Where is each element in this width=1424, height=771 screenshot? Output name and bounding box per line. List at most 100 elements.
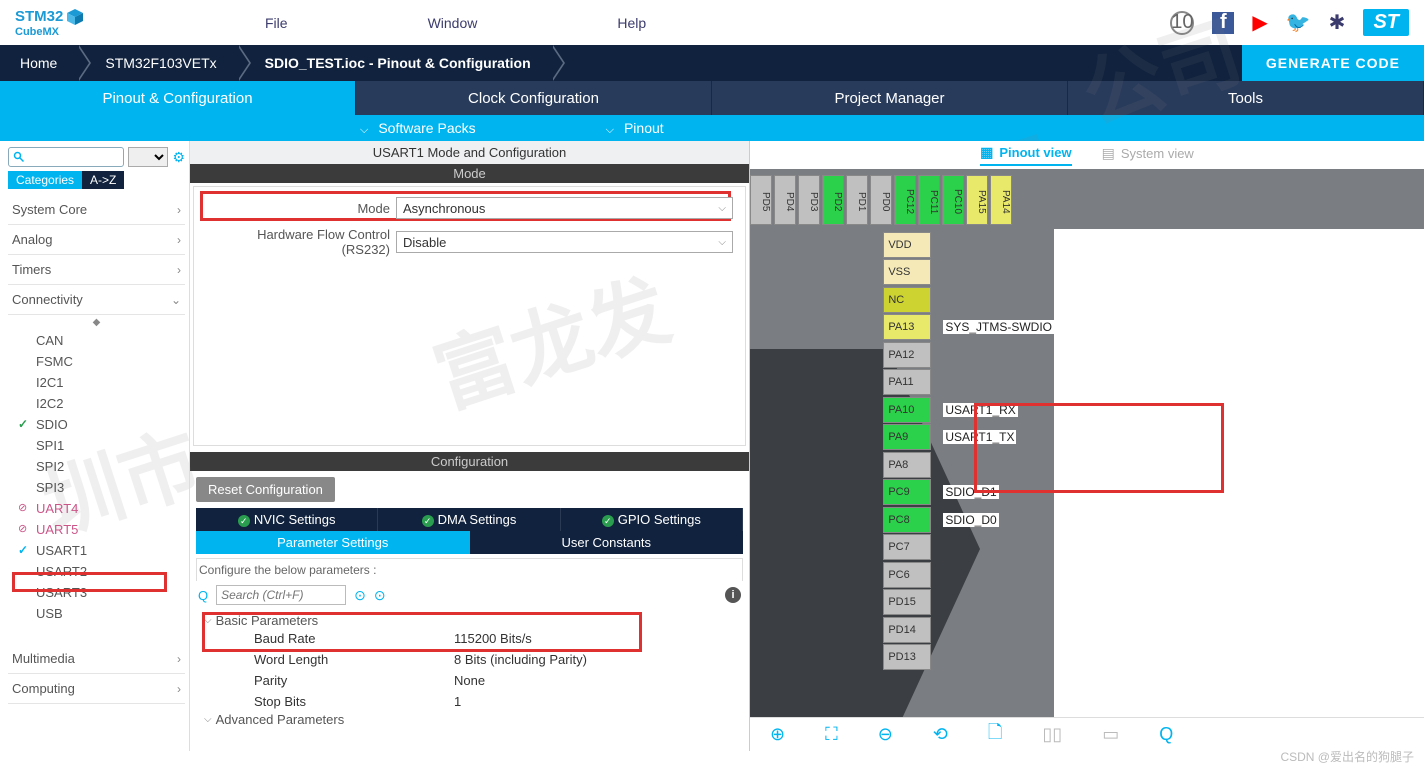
cat-system-core[interactable]: System Core› [8, 195, 185, 225]
pin-row-PC9[interactable]: PC9SDIO_D1 [883, 479, 1054, 507]
breadcrumb-home[interactable]: Home [0, 45, 77, 81]
pin-row-PA10[interactable]: PA10USART1_RX [883, 396, 1054, 424]
pin-PD1[interactable]: PD1 [846, 175, 868, 225]
search-icon[interactable]: Q [198, 588, 208, 603]
pin-PC10[interactable]: PC10 [942, 175, 964, 225]
tab-nvic[interactable]: NVIC Settings [196, 508, 378, 531]
system-view-button[interactable]: ▤System view [1102, 145, 1194, 165]
network-icon[interactable]: ✱ [1329, 10, 1346, 35]
breadcrumb-chip[interactable]: STM32F103VETx [77, 45, 236, 81]
zoom-in-icon[interactable]: ⊕ [770, 724, 785, 745]
export-icon[interactable]: 🗋 [988, 720, 1002, 750]
pin-PC12[interactable]: PC12 [894, 175, 916, 225]
tool-icon[interactable]: ▯▯ [1042, 724, 1062, 745]
breadcrumb-project[interactable]: SDIO_TEST.ioc - Pinout & Configuration [237, 45, 551, 81]
cat-timers[interactable]: Timers› [8, 255, 185, 285]
item-sdio[interactable]: SDIO [36, 414, 185, 435]
chip-area[interactable]: PD5PD4PD3PD2PD1PD0PC12PC11PC10PA15PA14 V… [750, 169, 1424, 751]
sort-icon[interactable]: ◆ [8, 315, 185, 330]
software-packs-menu[interactable]: Software Packs [360, 120, 476, 137]
fit-icon[interactable]: ⛶ [825, 724, 838, 745]
cat-analog[interactable]: Analog› [8, 225, 185, 255]
twitter-icon[interactable]: 🐦 [1286, 10, 1311, 35]
pin-PC11[interactable]: PC11 [918, 175, 940, 225]
zoom-out-icon[interactable]: ⊖ [878, 724, 893, 745]
pin-row-PA12[interactable]: PA12 [883, 341, 1054, 369]
rotate-icon[interactable]: ⟲ [933, 724, 948, 745]
item-can[interactable]: CAN [36, 330, 185, 351]
anniversary-icon[interactable]: 10 [1170, 11, 1194, 35]
cat-multimedia[interactable]: Multimedia› [8, 644, 185, 674]
item-uart4[interactable]: UART4 [36, 498, 185, 519]
group-basic[interactable]: Basic Parameters [204, 613, 735, 628]
pin-row-PD14[interactable]: PD14 [883, 616, 1054, 644]
facebook-icon[interactable]: f [1212, 12, 1234, 34]
reset-button[interactable]: Reset Configuration [196, 477, 335, 502]
group-advanced[interactable]: Advanced Parameters [204, 712, 735, 727]
mode-select[interactable]: Asynchronous [396, 197, 733, 219]
menu-help[interactable]: Help [617, 15, 646, 31]
pin-row-PA13[interactable]: PA13SYS_JTMS-SWDIO [883, 314, 1054, 342]
item-usart3[interactable]: USART3 [36, 582, 185, 603]
item-i2c1[interactable]: I2C1 [36, 372, 185, 393]
pin-row-PA11[interactable]: PA11 [883, 369, 1054, 397]
tab-clock[interactable]: Clock Configuration [356, 81, 712, 115]
tab-user-constants[interactable]: User Constants [470, 531, 744, 554]
pin-row-PD15[interactable]: PD15 [883, 589, 1054, 617]
tool-icon[interactable]: ▭ [1102, 724, 1119, 745]
pin-row-PA8[interactable]: PA8 [883, 451, 1054, 479]
sidebar-filter-select[interactable] [128, 147, 168, 167]
pin-PD4[interactable]: PD4 [774, 175, 796, 225]
menu-file[interactable]: File [265, 15, 288, 31]
tab-pinout-config[interactable]: Pinout & Configuration [0, 81, 356, 115]
item-i2c2[interactable]: I2C2 [36, 393, 185, 414]
tab-parameter[interactable]: Parameter Settings [196, 531, 470, 554]
sidebar-search[interactable] [8, 147, 124, 167]
cat-connectivity[interactable]: Connectivity⌄ [8, 285, 185, 315]
cat-computing[interactable]: Computing› [8, 674, 185, 704]
item-spi1[interactable]: SPI1 [36, 435, 185, 456]
param-wordlen[interactable]: Word Length8 Bits (including Parity) [204, 649, 735, 670]
next-icon[interactable]: ⊙ [374, 587, 386, 604]
tab-tools[interactable]: Tools [1068, 81, 1424, 115]
item-uart5[interactable]: UART5 [36, 519, 185, 540]
pin-row-NC[interactable]: NC [883, 286, 1054, 314]
pin-PA14[interactable]: PA14 [990, 175, 1012, 225]
pin-row-PC6[interactable]: PC6 [883, 561, 1054, 589]
pin-PD3[interactable]: PD3 [798, 175, 820, 225]
gear-icon[interactable]: ⚙ [172, 149, 185, 166]
generate-code-button[interactable]: GENERATE CODE [1242, 45, 1424, 81]
tab-project-mgr[interactable]: Project Manager [712, 81, 1068, 115]
menu-window[interactable]: Window [428, 15, 478, 31]
toggle-az[interactable]: A->Z [82, 171, 124, 189]
pinout-view-button[interactable]: ▦Pinout view [980, 144, 1071, 166]
item-spi3[interactable]: SPI3 [36, 477, 185, 498]
item-usart1[interactable]: USART1 [36, 540, 185, 561]
prev-icon[interactable]: ⊙ [354, 587, 366, 604]
st-logo[interactable]: ST [1363, 9, 1409, 36]
search-pin-icon[interactable]: Q [1159, 724, 1173, 745]
toggle-categories[interactable]: Categories [8, 171, 82, 189]
pin-PD0[interactable]: PD0 [870, 175, 892, 225]
param-stopbits[interactable]: Stop Bits1 [204, 691, 735, 712]
param-parity[interactable]: ParityNone [204, 670, 735, 691]
item-usb[interactable]: USB [36, 603, 185, 624]
item-usart2[interactable]: USART2 [36, 561, 185, 582]
pin-row-VSS[interactable]: VSS [883, 259, 1054, 287]
youtube-icon[interactable]: ▶ [1252, 10, 1267, 35]
tab-dma[interactable]: DMA Settings [378, 508, 560, 531]
pin-row-PC7[interactable]: PC7 [883, 534, 1054, 562]
pin-PD5[interactable]: PD5 [750, 175, 772, 225]
param-search-input[interactable] [216, 585, 346, 605]
pin-row-PC8[interactable]: PC8SDIO_D0 [883, 506, 1054, 534]
hwflow-select[interactable]: Disable [396, 231, 733, 253]
pinout-menu[interactable]: Pinout [606, 120, 664, 137]
pin-row-VDD[interactable]: VDD [883, 231, 1054, 259]
info-icon[interactable]: i [725, 587, 741, 603]
pin-row-PD13[interactable]: PD13 [883, 644, 1054, 672]
param-baud[interactable]: Baud Rate115200 Bits/s [204, 628, 735, 649]
pin-PD2[interactable]: PD2 [822, 175, 844, 225]
pin-row-PA9[interactable]: PA9USART1_TX [883, 424, 1054, 452]
tab-gpio[interactable]: GPIO Settings [561, 508, 743, 531]
pin-PA15[interactable]: PA15 [966, 175, 988, 225]
